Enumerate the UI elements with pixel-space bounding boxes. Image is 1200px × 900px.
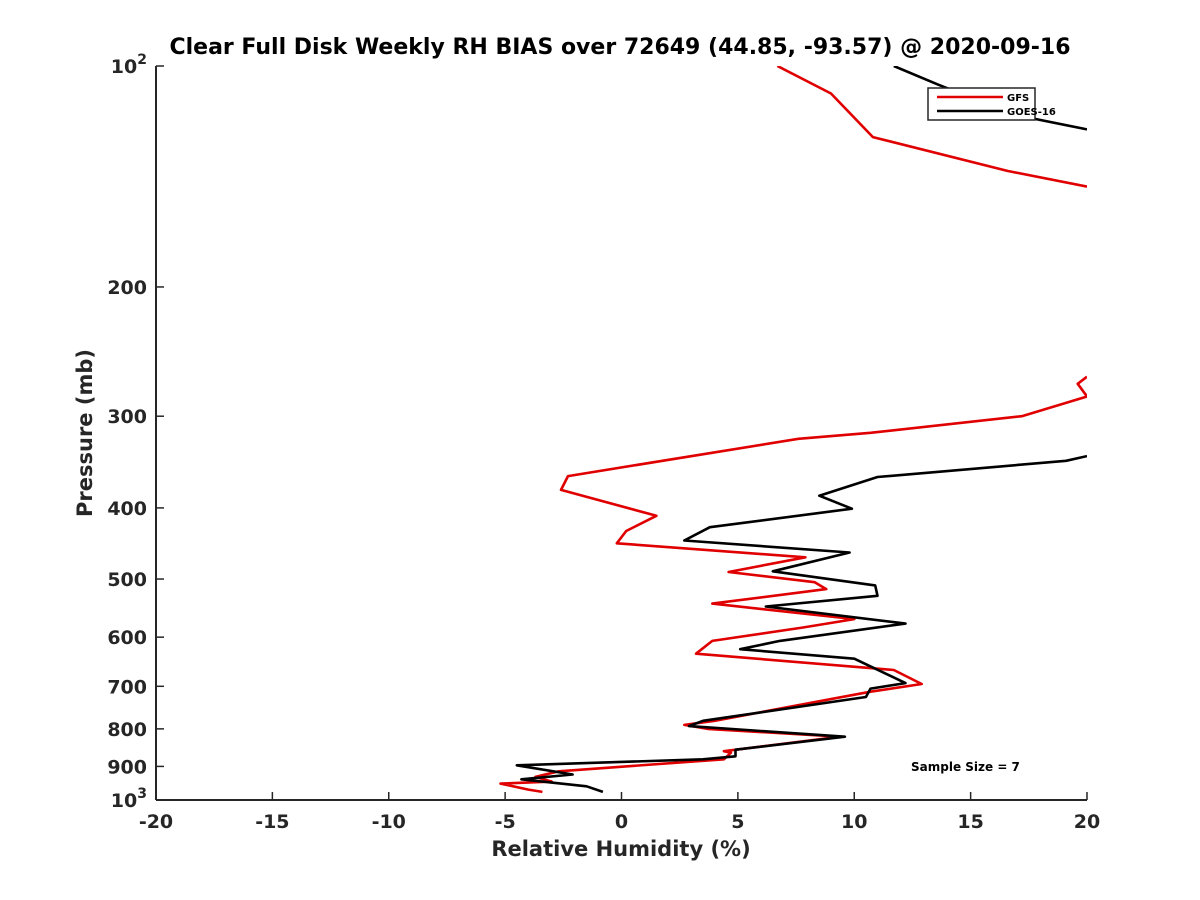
legend: GFS GOES-16 bbox=[927, 87, 1056, 121]
chart-title: Clear Full Disk Weekly RH BIAS over 7264… bbox=[169, 35, 1070, 60]
legend-box bbox=[927, 87, 1036, 121]
y-tick-label: 300 bbox=[107, 406, 147, 428]
series-layer bbox=[499, 66, 1087, 794]
x-axis-ticks: -20 -15 -10 -5 0 5 10 15 20 bbox=[139, 792, 1100, 833]
y-axis-label: Pressure (mb) bbox=[73, 349, 97, 517]
x-tick-label: 20 bbox=[1074, 811, 1100, 833]
y-tick-label: 500 bbox=[107, 569, 147, 591]
x-tick-label: 0 bbox=[615, 811, 628, 833]
plot-area bbox=[155, 66, 1087, 801]
sample-size-annotation: Sample Size = 7 bbox=[911, 760, 1020, 774]
x-tick-label: -20 bbox=[139, 811, 173, 833]
series-line-goes16-lower bbox=[515, 454, 1087, 794]
x-tick-label: 10 bbox=[841, 811, 867, 833]
y-tick-label: 600 bbox=[107, 627, 147, 649]
y-tick-label: 200 bbox=[107, 277, 147, 299]
y-tick-label: 700 bbox=[107, 676, 147, 698]
y-tick-label: 900 bbox=[107, 756, 147, 778]
x-tick-label: -5 bbox=[495, 811, 516, 833]
series-line-gfs-upper bbox=[776, 66, 1087, 188]
y-axis-ticks: 102 200 300 400 500 600 700 800 900 103 bbox=[107, 52, 164, 812]
y-tick-label: 400 bbox=[107, 498, 147, 520]
legend-label-gfs: GFS bbox=[1007, 93, 1029, 104]
x-tick-label: 15 bbox=[957, 811, 983, 833]
y-tick-label: 800 bbox=[107, 719, 147, 741]
legend-label-goes16: GOES-16 bbox=[1007, 107, 1056, 118]
series-line-gfs-lower bbox=[499, 375, 1087, 794]
y-tick-label: 103 bbox=[111, 786, 147, 812]
x-tick-label: 5 bbox=[731, 811, 744, 833]
x-axis-label: Relative Humidity (%) bbox=[491, 837, 750, 861]
x-tick-label: -15 bbox=[255, 811, 289, 833]
y-tick-label: 102 bbox=[111, 52, 147, 78]
x-tick-label: -10 bbox=[372, 811, 406, 833]
